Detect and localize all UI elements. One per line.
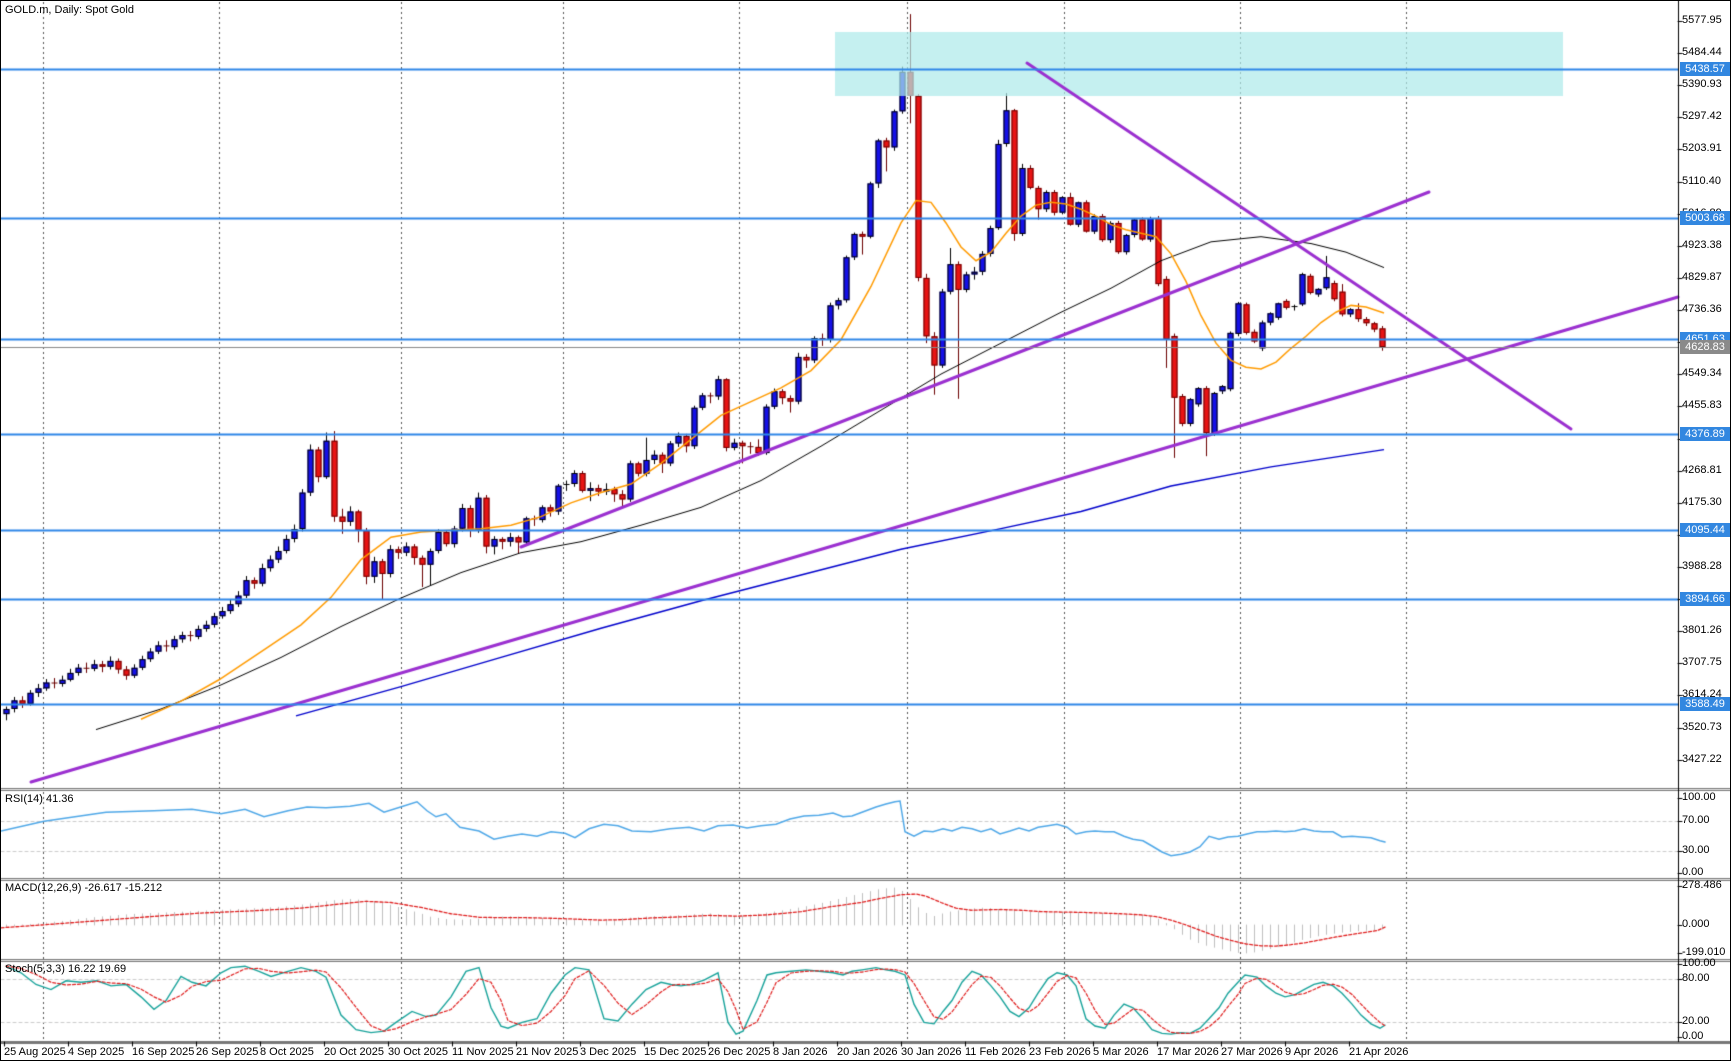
date-label: 8 Oct 2025 (260, 1046, 314, 1058)
price-tick-label: 5110.40 (1682, 174, 1721, 187)
price-tick-label: 3520.73 (1682, 720, 1722, 733)
rsi-indicator-label: RSI(14) 41.36 (5, 793, 74, 805)
price-tick-label: 3427.22 (1682, 752, 1722, 765)
price-tick-label: 3801.26 (1682, 624, 1722, 637)
price-tick-label: 4829.87 (1682, 270, 1722, 283)
macd-indicator-label: MACD(12,26,9) -26.617 -15.212 (5, 882, 163, 894)
date-label: 26 Sep 2025 (196, 1046, 259, 1058)
date-label: 30 Jan 2026 (901, 1046, 962, 1058)
macd-tick-label: 0.000 (1682, 918, 1710, 930)
price-line-badge: 3894.66 (1680, 592, 1730, 607)
stoch-tick-label: 20.00 (1682, 1015, 1710, 1028)
macd-tick-label: -199.010 (1682, 946, 1726, 958)
price-line-badge: 3588.49 (1680, 697, 1730, 712)
price-tick-label: 4923.38 (1682, 238, 1722, 251)
price-line-badge: 5003.68 (1680, 211, 1730, 226)
price-tick-label: 5577.95 (1682, 14, 1722, 26)
price-line-badge: 4376.89 (1680, 426, 1730, 441)
date-label: 8 Jan 2026 (773, 1046, 828, 1058)
rsi-tick-label: 30.00 (1682, 843, 1710, 856)
date-label: 16 Sep 2025 (132, 1046, 195, 1058)
price-line-badge: 5438.57 (1680, 61, 1730, 76)
price-tick-label: 4455.83 (1682, 399, 1722, 412)
date-label: 15 Dec 2025 (644, 1046, 707, 1058)
stoch-indicator-label: Stoch(5,3,3) 16.22 19.69 (5, 963, 127, 975)
price-tick-label: 4736.36 (1682, 303, 1722, 316)
rsi-tick-label: 100.00 (1682, 791, 1716, 803)
date-label: 20 Oct 2025 (324, 1046, 384, 1058)
date-label: 11 Nov 2025 (452, 1046, 514, 1058)
macd-tick-label: 278.486 (1682, 878, 1722, 891)
date-label: 30 Oct 2025 (388, 1046, 448, 1058)
date-label: 23 Feb 2026 (1029, 1046, 1091, 1058)
date-label: 26 Dec 2025 (708, 1046, 771, 1058)
date-label: 3 Dec 2025 (580, 1046, 637, 1058)
rsi-tick-label: 70.00 (1682, 813, 1710, 826)
price-tick-label: 4268.81 (1682, 463, 1722, 476)
chart-title: GOLD.m, Daily: Spot Gold (5, 4, 134, 16)
date-label: 21 Apr 2026 (1349, 1046, 1409, 1058)
date-label: 21 Nov 2025 (516, 1046, 579, 1058)
date-label: 17 Mar 2026 (1157, 1046, 1219, 1058)
date-label: 25 Aug 2025 (4, 1046, 66, 1058)
date-label: 9 Apr 2026 (1285, 1046, 1339, 1058)
date-label: 11 Feb 2026 (965, 1046, 1026, 1058)
date-label: 5 Mar 2026 (1093, 1046, 1149, 1058)
price-tick-label: 3988.28 (1682, 560, 1722, 573)
stoch-tick-label: 0.00 (1682, 1030, 1704, 1042)
date-label: 20 Jan 2026 (837, 1046, 898, 1058)
date-label: 4 Sep 2025 (68, 1046, 125, 1058)
price-tick-label: 5297.42 (1682, 110, 1722, 123)
price-tick-label: 5484.44 (1682, 46, 1722, 59)
price-tick-label: 4549.34 (1682, 367, 1722, 380)
current-price-badge: 4628.83 (1680, 340, 1730, 354)
price-tick-label: 5390.93 (1682, 78, 1722, 91)
price-tick-label: 4175.30 (1682, 495, 1722, 508)
price-tick-label: 5203.91 (1682, 142, 1722, 155)
rsi-tick-label: 0.00 (1682, 866, 1704, 878)
price-tick-label: 3707.75 (1682, 656, 1722, 669)
stoch-tick-label: 100.00 (1682, 957, 1716, 969)
stoch-tick-label: 80.00 (1682, 971, 1710, 984)
price-line-badge: 4095.44 (1680, 523, 1730, 538)
date-label: 27 Mar 2026 (1221, 1046, 1283, 1058)
